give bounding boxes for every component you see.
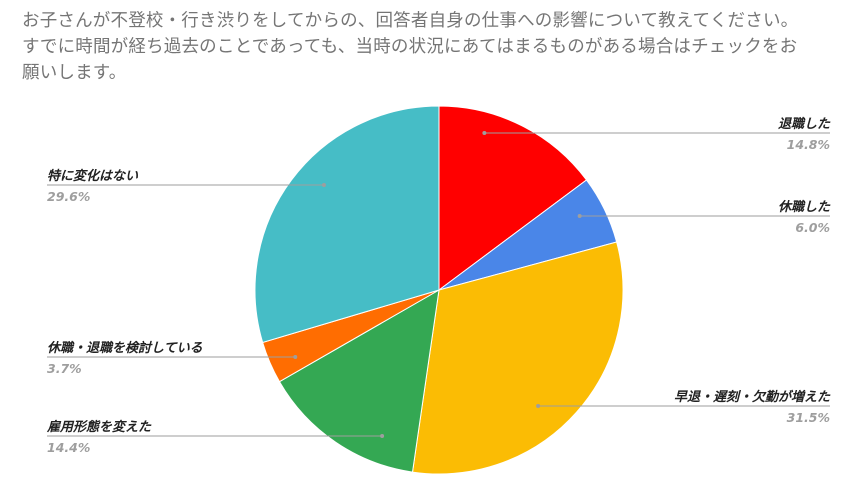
chart-title: お子さんが不登校・行き渋りをしてからの、回答者自身の仕事への影響について教えてく… [22, 8, 852, 86]
slice-percent-6: 29.6% [47, 189, 90, 204]
slice-percent-5: 3.7% [47, 361, 82, 376]
pie-slices [254, 105, 624, 475]
slice-label-1: 退職した [778, 116, 831, 132]
callout-dot-6 [321, 183, 326, 187]
pie-slice-1 [438, 105, 588, 291]
title-line-3: 願いします。 [22, 63, 127, 83]
slice-percent-3: 31.5% [787, 410, 830, 425]
slice-label-3: 早退・遅刻・欠勤が増えた [674, 389, 831, 405]
slice-label-6: 特に変化はない [47, 168, 139, 184]
pie-slice-3 [411, 241, 624, 475]
callout-dot-4 [380, 434, 385, 438]
callout-dot-5 [293, 355, 298, 359]
slice-label-4: 雇用形態を変えた [46, 419, 152, 435]
slice-label-2: 休職した [778, 199, 831, 215]
callout-dot-3 [536, 404, 541, 408]
pie-slice-6 [254, 105, 440, 344]
pie-callouts: 退職した 14.8% 休職した 6.0% 早退・遅刻・欠勤が増えた 31.5% 雇用形態を変… [46, 116, 831, 455]
pie-slice-4 [278, 289, 440, 473]
callout-dot-1 [482, 131, 487, 135]
title-line-2: すでに時間が経ち過去のことであっても、当時の状況にあてはまるものがある場合はチェ… [22, 37, 798, 57]
slice-percent-4: 14.4% [47, 440, 90, 455]
slice-label-5: 休職・退職を検討している [47, 340, 203, 356]
slice-percent-1: 14.8% [787, 137, 830, 152]
title-line-1: お子さんが不登校・行き渋りをしてからの、回答者自身の仕事への影響について教えてく… [22, 11, 799, 31]
callout-dot-2 [577, 214, 582, 218]
slice-percent-2: 6.0% [795, 220, 830, 235]
